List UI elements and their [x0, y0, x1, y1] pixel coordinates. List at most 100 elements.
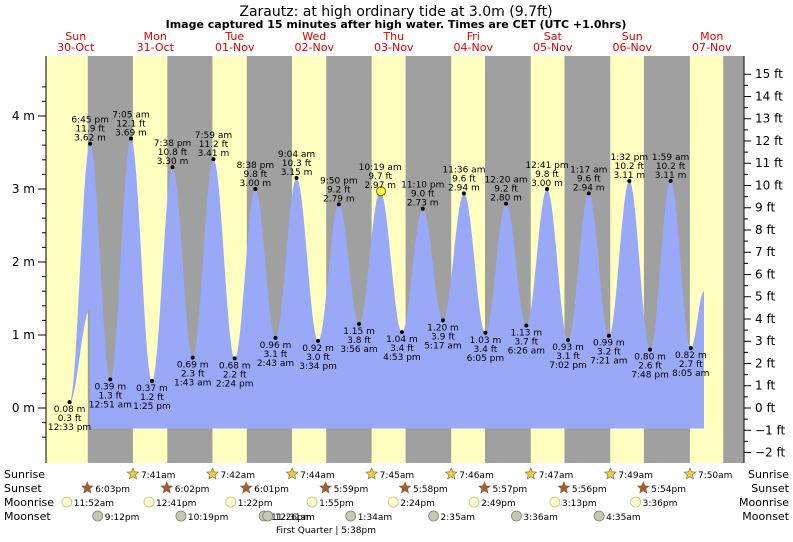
tide-label-time: 1:32 pm [611, 153, 649, 163]
day-date: 07-Nov [692, 41, 732, 54]
day-name: Mon [144, 30, 167, 43]
sunrise-time: 7:50am [698, 471, 733, 481]
sunset-time: 6:03pm [95, 485, 130, 495]
tide-label-ft: 9.8 ft [535, 170, 559, 180]
tide-point [627, 178, 632, 183]
moonrise-icon [225, 496, 237, 508]
tide-label-m: 1.04 m [386, 335, 418, 345]
sunrise-time: 7:44am [300, 471, 335, 481]
day-date: 05-Nov [533, 41, 573, 54]
tide-label-ft: 10.2 ft [615, 162, 645, 172]
tide-label-time: 12:41 pm [525, 161, 568, 171]
tide-label-time: 1:59 am [652, 153, 689, 163]
sunset-time: 5:56pm [572, 485, 607, 495]
day-name: Thu [382, 30, 404, 43]
sunrise-icon [206, 467, 219, 480]
day-date: 31-Oct [137, 41, 175, 54]
tide-label-ft: 0.3 ft [58, 414, 82, 424]
tide-label-ft: 3.0 ft [306, 353, 330, 363]
tide-label-m: 0.08 m [54, 405, 86, 415]
sunset-time: 5:57pm [492, 485, 527, 495]
tide-point [211, 157, 216, 162]
moonrise-icon [61, 496, 73, 508]
tide-label-time: 7:21 am [590, 357, 627, 367]
tide-point [357, 322, 362, 327]
sunset-time: 6:02pm [175, 485, 210, 495]
moonset-time: 2:35am [441, 513, 476, 523]
right-tick-label: 2 ft [755, 356, 775, 370]
moonset-time: 4:35am [606, 513, 641, 523]
right-tick-label: −2 ft [755, 446, 786, 460]
tide-label-time: 7:38 pm [154, 139, 192, 149]
day-date: 04-Nov [454, 41, 494, 54]
tide-label-ft: 9.2 ft [327, 185, 351, 195]
tide-point [316, 338, 321, 343]
tide-label-time: 7:05 am [112, 111, 149, 121]
tide-label-ft: 3.9 ft [431, 332, 455, 342]
left-tick-label: 1 m [12, 328, 35, 342]
left-tick-label: 0 m [12, 401, 35, 415]
day-name: Sat [544, 30, 563, 43]
tide-label-time: 6:26 am [508, 347, 545, 357]
row-label-sunset-right: Sunset [751, 482, 789, 495]
tide-label-time: 1:25 pm [133, 402, 171, 412]
tide-label-ft: 9.8 ft [243, 170, 267, 180]
tide-area-path [69, 138, 705, 429]
sunrise-icon [444, 467, 458, 480]
right-tick-label: 1 ft [755, 379, 775, 393]
tide-label-ft: 11.2 ft [199, 140, 229, 150]
tide-label-ft: 3.7 ft [514, 338, 538, 348]
right-tick-label: 11 ft [755, 156, 783, 170]
tide-label-ft: 1.3 ft [98, 392, 122, 402]
row-label-moonset-left: Moonset [4, 510, 51, 523]
sunrise-icon [365, 467, 379, 480]
sunrise-icon [603, 467, 617, 480]
axes: 0 m 1 m 2 m 3 m 4 m −2 ft −1 ft 0 ft 1 ft 2 ft 3 f… [12, 56, 786, 463]
moonset-icon [428, 510, 439, 522]
tide-area [69, 138, 705, 429]
tide-point [483, 330, 488, 335]
tide-label-ft: 9.7 ft [368, 172, 392, 182]
current-tide-marker [376, 186, 387, 197]
tide-label-m: 2.94 m [573, 183, 605, 193]
sunset-icon [478, 481, 491, 494]
moonrise-time: 2:24pm [400, 499, 435, 509]
tide-point [67, 400, 72, 405]
tide-label-time: 2:24 pm [216, 379, 254, 389]
tide-point [648, 347, 653, 352]
moonset-time: 10:19pm [188, 513, 228, 523]
moonset-time: 11:26pm [271, 513, 311, 523]
tide-label-m: 0.96 m [260, 341, 292, 351]
chart-title: Zarautz: at high ordinary tide at 3.0m (… [239, 4, 552, 20]
sunrise-icon [285, 467, 299, 480]
right-tick-label: 10 ft [755, 178, 783, 192]
sunset-time: 5:54pm [651, 485, 686, 495]
tide-label-m: 1.03 m [470, 336, 502, 346]
tide-point [128, 136, 133, 141]
tide-label-m: 1.13 m [510, 329, 542, 339]
tide-label-time: 12:51 am [89, 401, 132, 411]
tide-label-m: 0.99 m [593, 339, 625, 349]
tide-label-time: 12:20 am [485, 176, 528, 186]
tide-label-ft: 2.6 ft [638, 362, 662, 372]
tide-label-time: 1:43 am [174, 379, 211, 389]
day-date: 03-Nov [374, 41, 414, 54]
moonset-icon [175, 510, 187, 522]
tide-label-m: 1.15 m [343, 327, 375, 337]
row-label-sunset-left: Sunset [4, 482, 42, 495]
left-tick-label: 2 m [12, 255, 35, 269]
right-tick-label: 13 ft [755, 112, 783, 126]
tide-label-ft: 2.7 ft [679, 360, 703, 370]
tide-label-time: 12:33 pm [48, 423, 91, 433]
tide-label-m: 0.80 m [634, 353, 666, 363]
moonrise-time: 3:36pm [643, 499, 678, 509]
tide-label-m: 0.37 m [136, 384, 168, 394]
sunrise-icon [126, 467, 140, 480]
sunset-icon [80, 481, 94, 494]
moonrise-icon [468, 496, 480, 508]
tide-point [688, 346, 693, 351]
tide-point [524, 323, 529, 328]
night-band [723, 56, 744, 463]
